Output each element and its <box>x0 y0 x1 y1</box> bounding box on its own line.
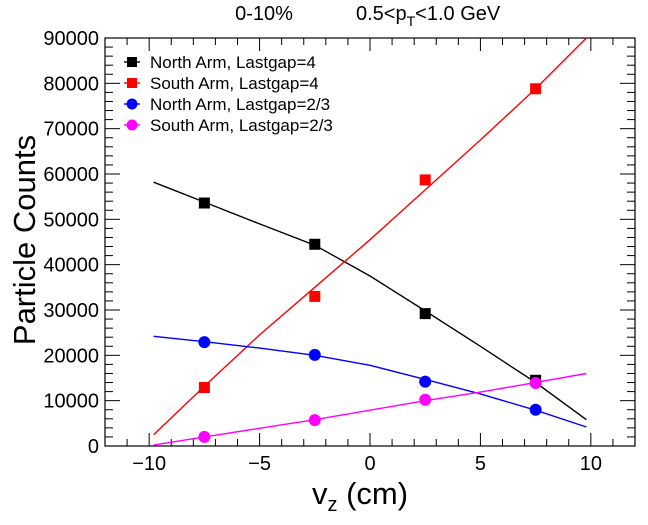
title-pt-post: <1.0 GeV <box>415 3 501 25</box>
y-tick-label: 0 <box>88 436 99 458</box>
x-axis-label-sub: z <box>327 494 337 516</box>
data-point-series-1 <box>309 238 321 250</box>
data-point-series-1 <box>198 197 210 209</box>
y-tick-label: 70000 <box>43 119 99 141</box>
y-tick-label: 80000 <box>43 73 99 95</box>
legend-entry-label: North Arm, Lastgap=2/3 <box>150 95 330 114</box>
y-tick-label: 10000 <box>43 391 99 413</box>
y-tick-label: 40000 <box>43 255 99 277</box>
legend-entry-label: South Arm, Lastgap=2/3 <box>150 116 333 135</box>
x-tick-label: −5 <box>248 453 271 475</box>
data-point-series-3 <box>419 375 432 388</box>
legend-marker-square <box>127 57 137 67</box>
title-pt-sub: T <box>407 13 416 29</box>
legend: North Arm, Lastgap=4 South Arm, Lastgap=4… <box>124 53 333 135</box>
fit-curves <box>153 37 587 446</box>
x-axis-label: vz (cm) <box>312 476 408 516</box>
x-tick-label: 0 <box>364 453 375 475</box>
x-axis-label-main: v <box>312 476 328 511</box>
data-points <box>198 83 542 443</box>
data-point-series-4 <box>529 376 542 389</box>
legend-marker-circle <box>126 98 138 110</box>
legend-marker-square <box>127 78 137 88</box>
y-tick-label: 30000 <box>43 300 99 322</box>
fit-line-series-4 <box>153 372 587 446</box>
y-tick-label: 60000 <box>43 164 99 186</box>
data-point-series-4 <box>419 393 432 406</box>
data-point-series-3 <box>198 336 211 349</box>
data-point-series-3 <box>529 403 542 416</box>
data-point-series-2 <box>198 382 210 394</box>
x-tick-label: −10 <box>132 453 166 475</box>
data-point-series-4 <box>308 414 321 427</box>
y-tick-label: 90000 <box>43 28 99 50</box>
y-axis-label: Particle Counts <box>7 135 42 345</box>
x-axis-label-post: (cm) <box>337 476 408 511</box>
y-tick-label: 20000 <box>43 345 99 367</box>
fit-line-series-1 <box>153 181 587 421</box>
title-centrality: 0-10% <box>235 3 293 25</box>
legend-marker-circle <box>126 119 138 131</box>
data-point-series-3 <box>308 348 321 361</box>
axis-ticks: −10 −5 0 5 10 0 10000 20000 30000 40000 50000 60000… <box>43 28 636 475</box>
fit-line-series-3 <box>153 335 587 428</box>
fit-line-series-2 <box>153 37 587 436</box>
x-tick-label: 10 <box>580 453 602 475</box>
title-pt-range: 0.5<pT<1.0 GeV <box>356 3 501 29</box>
title-pt-pre: 0.5<p <box>356 3 407 25</box>
legend-entry-label: North Arm, Lastgap=4 <box>150 53 316 72</box>
data-point-series-2 <box>309 290 321 302</box>
data-point-series-4 <box>198 430 211 443</box>
legend-entry-label: South Arm, Lastgap=4 <box>150 74 319 93</box>
data-point-series-1 <box>419 308 431 320</box>
x-tick-label: 5 <box>475 453 486 475</box>
data-point-series-2 <box>419 174 431 186</box>
y-tick-label: 50000 <box>43 209 99 231</box>
data-point-series-2 <box>530 83 542 95</box>
